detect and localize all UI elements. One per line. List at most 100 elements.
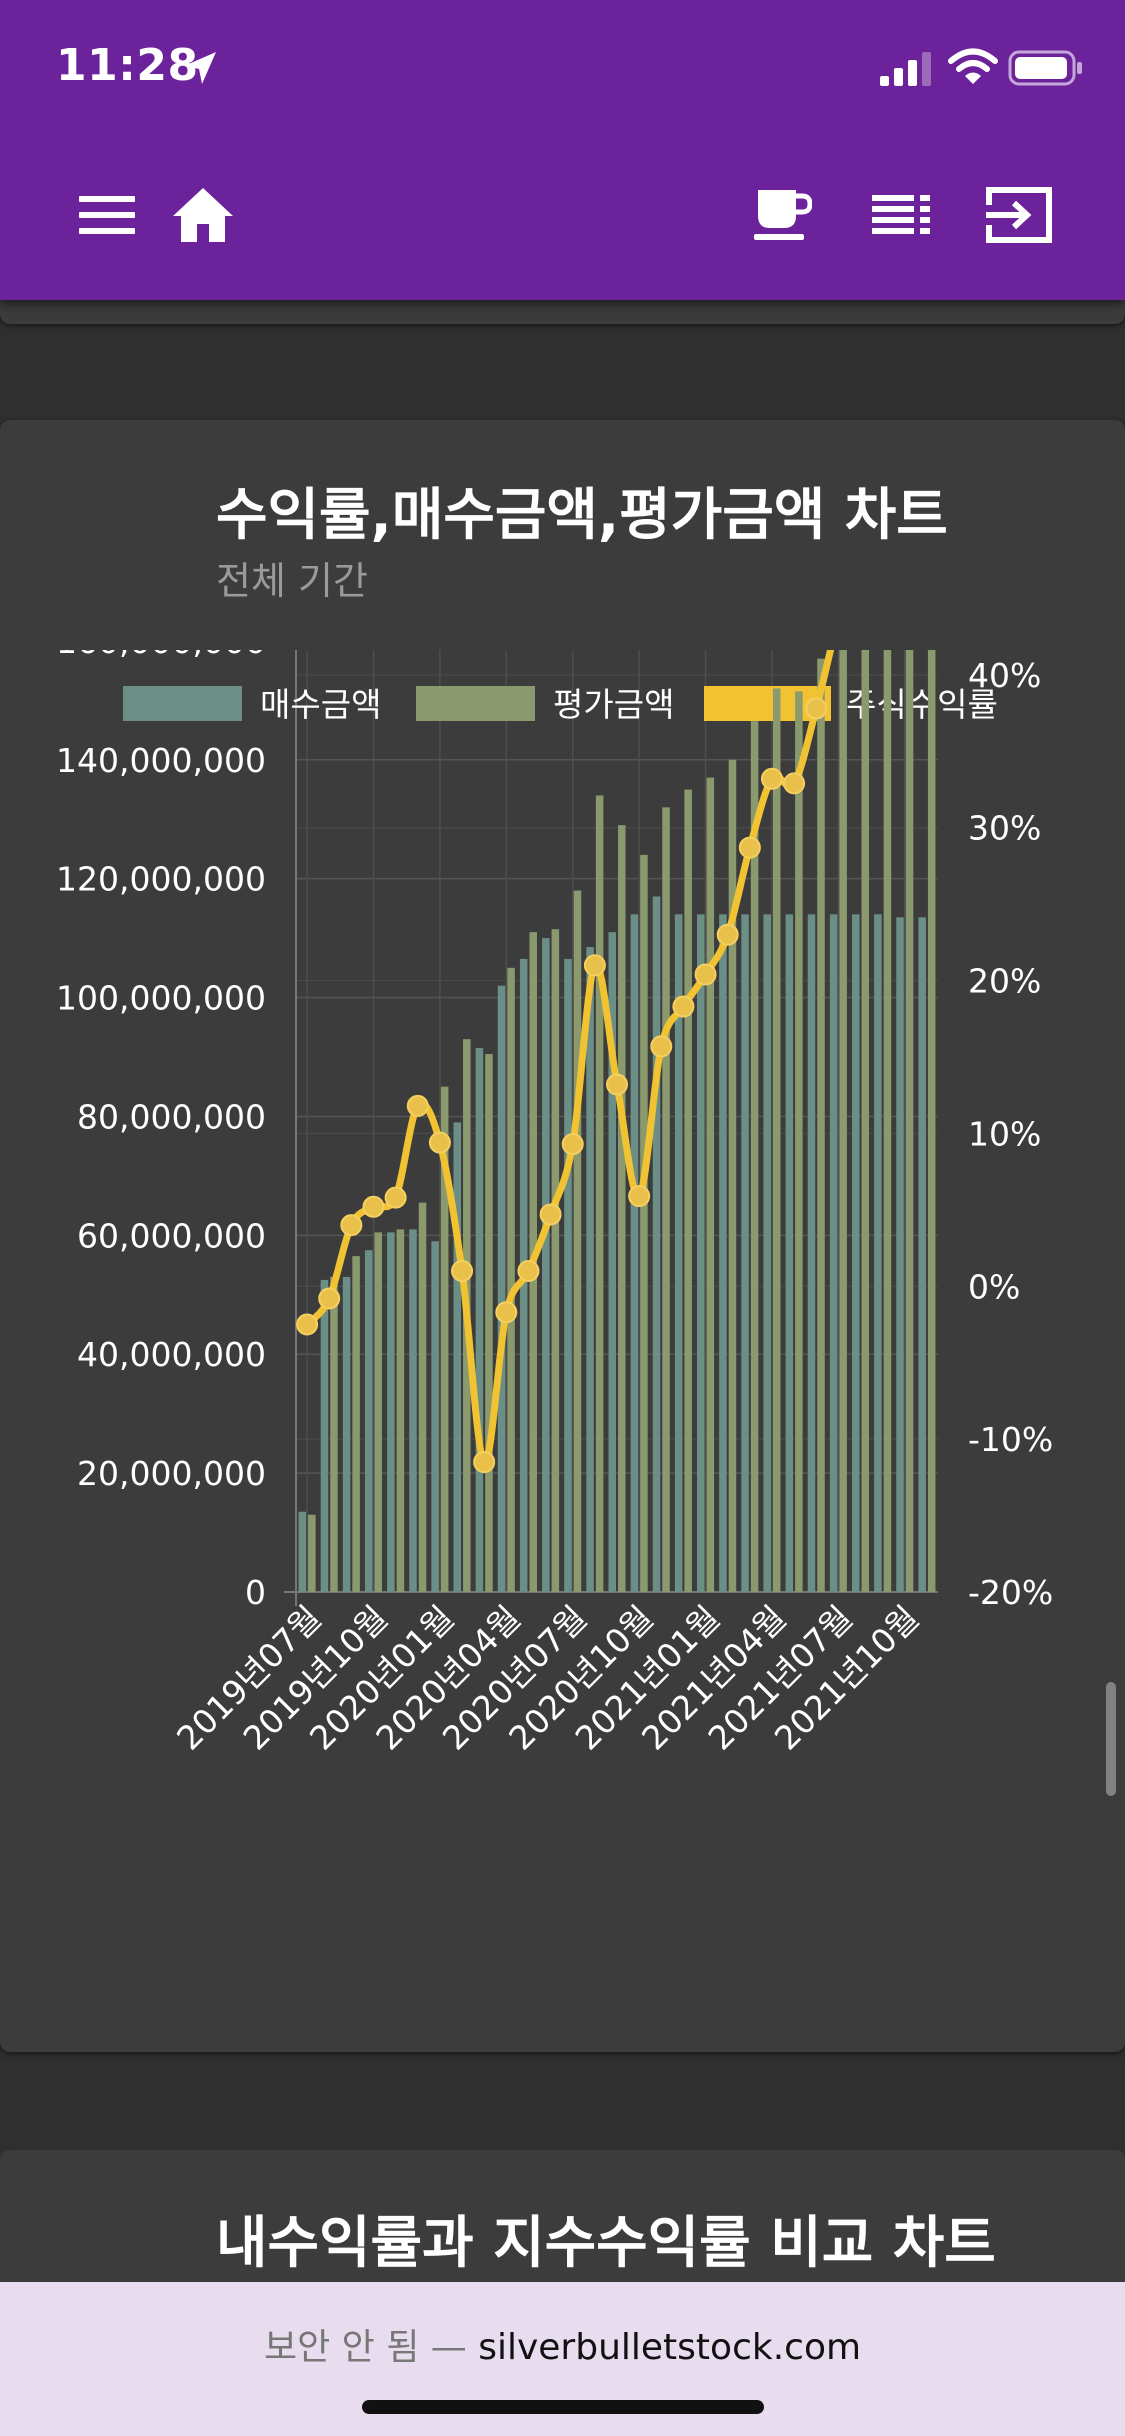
bar-purchase (807, 914, 816, 1592)
bar-purchase (829, 914, 838, 1592)
bar-purchase (874, 914, 882, 1592)
bar-valuation (308, 1514, 316, 1592)
comparison-chart-title: 내수익률과 지수수익률 비교 차트 (216, 2211, 996, 2276)
y-tick-label-right: 0% (968, 1267, 1020, 1306)
scrollbar-thumb[interactable] (1106, 1682, 1116, 1796)
bar-valuation (728, 759, 737, 1592)
bar-valuation (861, 650, 870, 1592)
bar-purchase (896, 917, 904, 1592)
logout-button[interactable] (984, 180, 1054, 250)
chart-legend: 매수금액 평가금액 주식수익률 (123, 685, 998, 724)
bar-purchase (298, 1511, 307, 1592)
legend-swatch-valuation (416, 686, 535, 721)
list-button[interactable] (866, 180, 936, 250)
home-icon (173, 188, 233, 242)
y-tick-label-right: -10% (968, 1420, 1053, 1459)
bar-valuation (485, 1054, 493, 1592)
legend-swatch-purchase (123, 686, 242, 721)
return-point (760, 767, 783, 790)
legend-label-return: 주식수익률 (846, 685, 998, 724)
y-tick-label-left: 140,000,000 (56, 741, 266, 780)
combo-chart: 매수금액 평가금액 주식수익률 180,000,000160,000,00014… (56, 650, 1053, 1758)
coffee-button[interactable] (748, 180, 818, 250)
bar-valuation (573, 890, 582, 1592)
list-icon (872, 195, 930, 234)
bar-series (298, 650, 936, 1592)
bar-purchase (497, 985, 506, 1592)
return-point (650, 1035, 673, 1058)
legend-label-valuation: 평가금액 (553, 685, 674, 724)
status-bar: 11:28 (0, 0, 1125, 140)
line-series (296, 650, 835, 1474)
bar-purchase (741, 914, 749, 1592)
app-header: 11:28 (0, 0, 1125, 300)
bar-purchase (630, 914, 639, 1592)
chart-subtitle: 전체 기간 (216, 559, 368, 603)
bar-purchase (851, 914, 860, 1592)
bar-purchase (364, 1250, 373, 1592)
bar-purchase (608, 932, 616, 1592)
bar-purchase (674, 914, 683, 1592)
bar-valuation (684, 789, 692, 1592)
bar-valuation (817, 658, 825, 1592)
bar-valuation (618, 825, 626, 1592)
y-axis-right: 50%40%30%20%10%0%-10%-20% (968, 656, 1053, 1612)
legend-label-purchase: 매수금액 (260, 685, 381, 724)
return-point (628, 1185, 651, 1208)
bar-purchase (719, 914, 727, 1592)
wifi-icon (948, 48, 998, 84)
return-point (716, 923, 739, 946)
bar-valuation (772, 688, 781, 1592)
bar-valuation (839, 650, 847, 1592)
y-tick-label-right: 10% (968, 1114, 1041, 1153)
return-point (428, 1131, 451, 1154)
bar-valuation (706, 777, 715, 1592)
bar-purchase (409, 1229, 417, 1592)
y-axis-left: 180,000,000160,000,000140,000,000120,000… (56, 650, 266, 1612)
y-tick-label-left: 60,000,000 (77, 1216, 266, 1255)
chart-title: 수익률,매수금액,평가금액 차트 (216, 483, 948, 548)
return-point (318, 1287, 341, 1310)
bar-valuation (418, 1202, 427, 1592)
x-axis: 2019년07월2019년10월2020년01월2020년04월2020년07월… (169, 1598, 926, 1758)
bar-valuation (396, 1229, 405, 1592)
url-text[interactable]: 보안 안 됨 — silverbulletstock.com (0, 2318, 1125, 2370)
home-indicator[interactable] (362, 2400, 764, 2414)
return-point (694, 963, 717, 986)
y-tick-label-left: 120,000,000 (56, 860, 266, 899)
bar-purchase (475, 1048, 484, 1592)
coffee-cup-icon (754, 190, 812, 240)
return-point (340, 1214, 363, 1237)
bar-valuation (640, 854, 648, 1592)
url-domain: silverbulletstock.com (478, 2327, 862, 2368)
bar-valuation (551, 929, 560, 1592)
bar-purchase (763, 914, 771, 1592)
return-point (561, 1133, 584, 1156)
y-tick-label-left: 0 (245, 1573, 266, 1612)
y-tick-label-left: 40,000,000 (77, 1335, 266, 1374)
return-point (606, 1073, 628, 1096)
return-point (495, 1301, 518, 1324)
bar-valuation (927, 650, 936, 1592)
bar-valuation (595, 795, 604, 1592)
bar-valuation (750, 721, 759, 1592)
home-button[interactable] (168, 180, 238, 250)
bar-valuation (440, 1086, 449, 1592)
browser-url-bar[interactable]: 보안 안 됨 — silverbulletstock.com (0, 2282, 1125, 2436)
bar-purchase (453, 1122, 462, 1592)
bar-purchase (586, 947, 594, 1592)
return-point (296, 1313, 319, 1336)
bar-purchase (387, 1232, 395, 1592)
menu-button[interactable] (72, 180, 142, 250)
cellular-signal-icon (880, 52, 931, 86)
return-point (738, 836, 761, 859)
bar-purchase (652, 896, 661, 1592)
y-tick-label-right: 30% (968, 809, 1041, 848)
y-tick-label-right: -20% (968, 1573, 1053, 1612)
bar-valuation (662, 807, 670, 1592)
return-point (583, 954, 606, 977)
y-tick-label-right: 20% (968, 962, 1041, 1001)
y-tick-label-right: 40% (968, 656, 1041, 695)
insecure-label: 보안 안 됨 — (263, 2327, 467, 2368)
bar-purchase (542, 938, 550, 1592)
